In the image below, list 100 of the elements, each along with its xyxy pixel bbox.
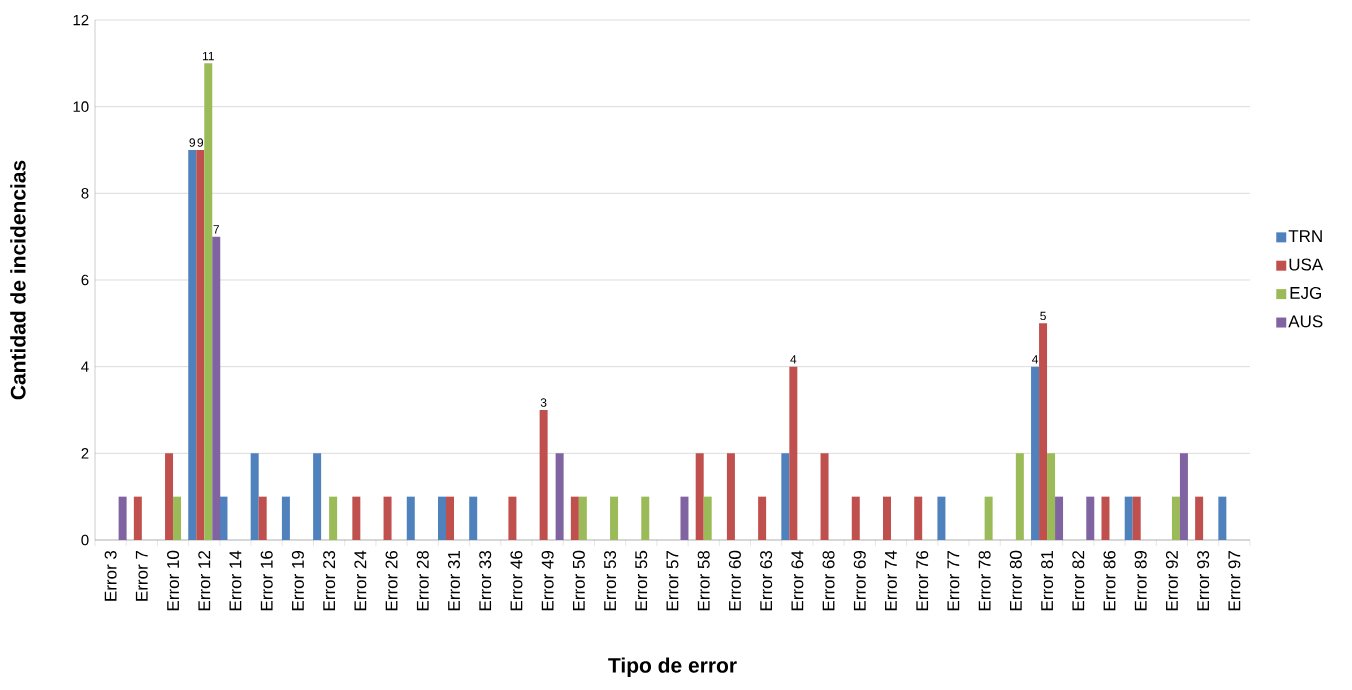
- bar: [1031, 366, 1040, 540]
- data-label: 5: [1040, 311, 1046, 321]
- bar: [578, 496, 587, 540]
- bar: [695, 453, 704, 540]
- x-tick-label: Error 23: [323, 550, 336, 611]
- x-tick-label: Error 50: [572, 550, 585, 611]
- x-tick-label: Error 57: [666, 551, 679, 611]
- x-tick-label: Error 93: [1197, 550, 1210, 611]
- y-axis-title: Cantidad de incidencias: [10, 160, 26, 400]
- bar: [352, 496, 361, 540]
- bar: [1101, 496, 1110, 540]
- bar: [281, 496, 290, 540]
- x-tick-label: Error 46: [510, 550, 523, 611]
- bar: [914, 496, 923, 540]
- y-tick-label: 6: [81, 274, 89, 286]
- bar: [165, 453, 174, 540]
- bar: [258, 496, 267, 540]
- x-tick-label: Error 33: [479, 550, 492, 611]
- x-tick-label: Error 80: [1009, 550, 1022, 611]
- x-tick-label: Error 86: [1103, 550, 1116, 611]
- bar: [703, 496, 712, 540]
- legend-label: USA: [1289, 258, 1324, 271]
- bar: [680, 496, 689, 540]
- bar: [383, 496, 392, 540]
- x-tick-label: Error 92: [1165, 551, 1178, 611]
- bar: [820, 453, 829, 540]
- bar: [1218, 496, 1227, 540]
- y-tick-label: 2: [81, 448, 89, 459]
- bar: [570, 496, 579, 540]
- bar: [937, 496, 946, 540]
- x-axis-title: Tipo de error: [608, 657, 737, 677]
- bar: [250, 453, 259, 540]
- bar: [851, 496, 860, 540]
- x-tick-label: Error 7: [135, 551, 148, 601]
- x-tick-label: Error 78: [978, 550, 991, 611]
- bar: [133, 496, 142, 540]
- bar: [1171, 496, 1180, 540]
- x-tick-label: Error 68: [822, 550, 835, 611]
- x-tick-label: Error 28: [416, 550, 429, 611]
- bar: [641, 496, 650, 540]
- x-tick-label: Error 81: [1041, 550, 1054, 611]
- bar: [1047, 453, 1056, 540]
- bar: [758, 496, 767, 540]
- bar: [204, 63, 213, 540]
- x-tick-label: Error 69: [853, 550, 866, 611]
- bar: [789, 366, 798, 540]
- x-tick-label: Error 26: [385, 550, 398, 611]
- x-tick-label: Error 74: [885, 550, 897, 611]
- y-tick-label: 12: [73, 14, 89, 26]
- y-tick-label: 0: [81, 534, 89, 546]
- bar: [1039, 323, 1048, 540]
- bar: [445, 496, 454, 540]
- bar: [1055, 496, 1064, 540]
- x-tick-label: Error 76: [916, 550, 929, 611]
- data-label: 9: [197, 138, 204, 147]
- bar: [508, 496, 517, 540]
- x-tick-label: Error 16: [260, 550, 273, 611]
- bar: [610, 496, 619, 540]
- bar: [1195, 496, 1204, 540]
- bar: [196, 149, 205, 540]
- bar: [555, 453, 564, 540]
- legend-label: AUS: [1288, 315, 1323, 328]
- bar: [188, 149, 197, 540]
- x-tick-label: Error 82: [1072, 551, 1085, 611]
- x-tick-label: Error 14: [229, 550, 242, 611]
- bar: [469, 496, 478, 540]
- data-label: 4: [790, 355, 797, 364]
- bar: [173, 496, 182, 540]
- x-tick-label: Error 60: [728, 550, 741, 611]
- bar: [406, 496, 415, 540]
- x-tick-label: Error 12: [198, 551, 211, 611]
- x-tick-label: Error 3: [104, 550, 117, 601]
- x-tick-label: Error 19: [291, 550, 304, 611]
- y-tick-label: 8: [81, 188, 89, 199]
- x-tick-label: Error 77: [947, 551, 960, 611]
- bar: [1124, 496, 1133, 540]
- x-tick-label: Error 31: [447, 550, 460, 611]
- bar: [726, 453, 735, 540]
- data-label: 11: [202, 51, 214, 61]
- bar: [1086, 496, 1095, 540]
- y-tick-label: 4: [81, 361, 89, 372]
- bar: [1015, 453, 1024, 540]
- legend-label: EJG: [1290, 286, 1321, 299]
- data-label: 4: [1032, 355, 1039, 364]
- bar: [212, 236, 221, 540]
- bar: [118, 496, 127, 540]
- x-tick-label: Error 55: [635, 550, 648, 611]
- x-tick-label: Error 97: [1228, 551, 1241, 611]
- x-tick-label: Error 53: [604, 550, 617, 611]
- x-tick-label: Error 64: [791, 550, 804, 611]
- data-label: 7: [213, 225, 219, 234]
- bar: [882, 496, 891, 540]
- bar: [984, 496, 993, 540]
- data-label: 3: [540, 398, 547, 407]
- x-tick-label: Error 63: [760, 550, 773, 611]
- x-tick-label: Error 24: [354, 550, 367, 611]
- y-tick-label: 10: [73, 101, 89, 112]
- legend-label: TRN: [1288, 230, 1322, 242]
- bar: [329, 496, 338, 540]
- x-tick-label: Error 49: [541, 550, 554, 611]
